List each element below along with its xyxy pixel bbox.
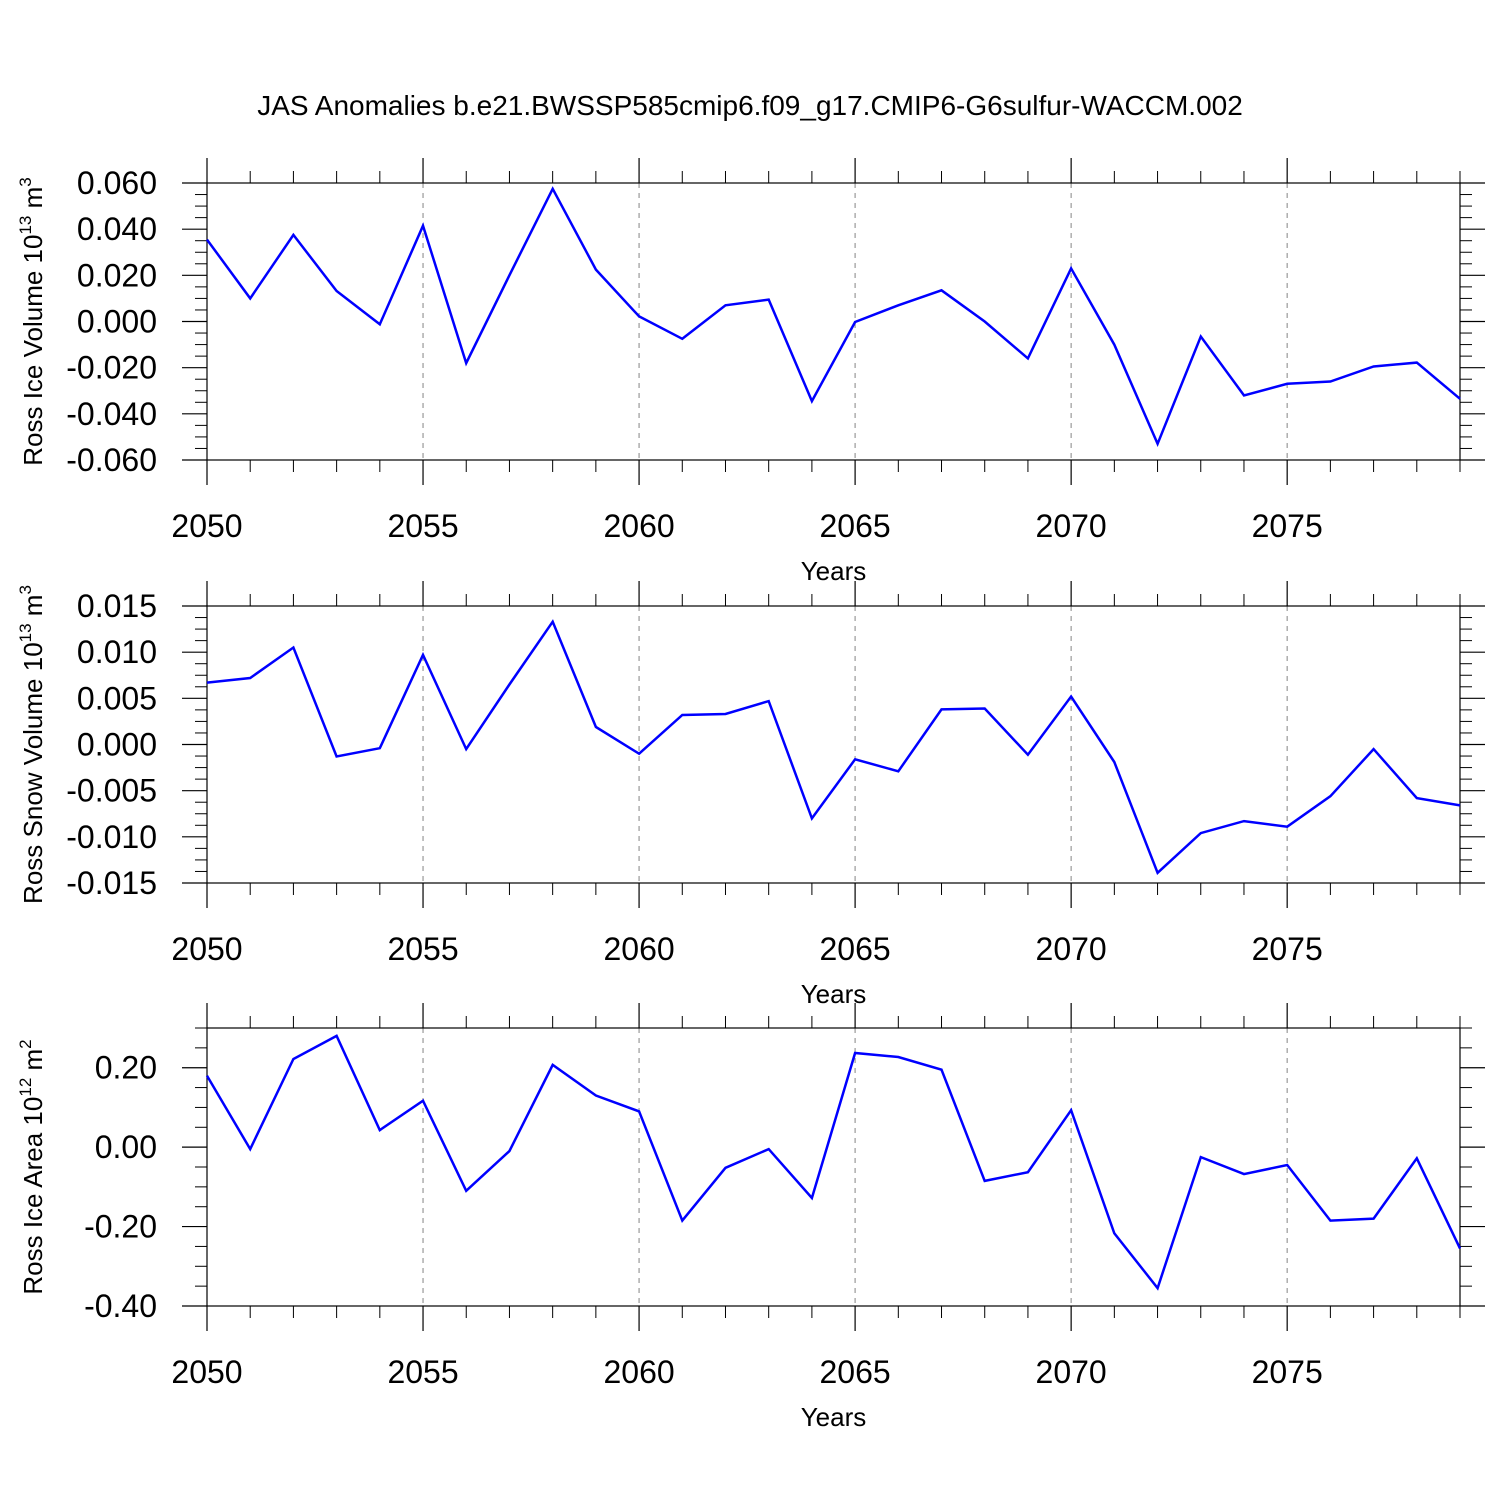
x-tick-label: 2050 <box>171 508 242 544</box>
x-tick-label: 2050 <box>171 931 242 967</box>
series-line <box>205 186 1461 448</box>
x-tick-label: 2070 <box>1036 508 1107 544</box>
y-tick-label: 0.015 <box>77 588 157 624</box>
y-tick-label: 0.20 <box>95 1050 157 1086</box>
x-tick-label: 2075 <box>1252 508 1323 544</box>
x-tick-label: 2065 <box>820 508 891 544</box>
panel-1: -0.060 -0.040 -0.020 0.000 0.020 0.040 0.060 20… <box>16 158 1485 586</box>
y-tick-label: -0.40 <box>84 1288 157 1324</box>
y-tick-label: 0.040 <box>77 211 157 247</box>
y-tick-label: 0.020 <box>77 257 157 293</box>
y-tick-label: -0.060 <box>66 442 157 478</box>
x-tick-label: 2055 <box>387 508 458 544</box>
y-axis-label: Ross Ice Area 1012 m2 <box>16 1039 48 1294</box>
x-tick-label: 2060 <box>603 1354 674 1390</box>
x-tick-label: 2060 <box>603 508 674 544</box>
plot-frame <box>206 605 1461 884</box>
x-tick-label: 2050 <box>171 1354 242 1390</box>
y-tick-label: -0.020 <box>66 350 157 386</box>
y-tick-label: -0.20 <box>84 1209 157 1245</box>
y-tick-label: -0.015 <box>66 865 157 901</box>
y-tick-label: 0.060 <box>77 165 157 201</box>
y-tick-label: 0.005 <box>77 680 157 716</box>
y-tick-label: -0.010 <box>66 819 157 855</box>
y-tick-label: -0.040 <box>66 396 157 432</box>
chart-title: JAS Anomalies b.e21.BWSSP585cmip6.f09_g1… <box>257 90 1243 121</box>
y-tick-label: 0.010 <box>77 634 157 670</box>
y-tick-label: 0.000 <box>77 727 157 763</box>
plot-frame <box>206 1027 1461 1307</box>
panel-2: -0.015 -0.010 -0.005 0.000 0.005 0.010 0.015 20… <box>16 581 1485 1009</box>
y-tick-label: 0.000 <box>77 304 157 340</box>
x-tick-label: 2075 <box>1252 1354 1323 1390</box>
x-axis-label: Years <box>801 556 867 586</box>
x-tick-label: 2060 <box>603 931 674 967</box>
x-tick-label: 2070 <box>1036 931 1107 967</box>
plot-frame <box>206 182 1461 461</box>
x-tick-label: 2070 <box>1036 1354 1107 1390</box>
x-axis-label: Years <box>801 1402 867 1432</box>
y-axis-label: Ross Snow Volume 1013 m3 <box>16 585 48 904</box>
x-tick-label: 2065 <box>820 1354 891 1390</box>
series-line <box>205 1034 1462 1291</box>
x-tick-label: 2055 <box>387 931 458 967</box>
y-tick-label: -0.005 <box>66 773 157 809</box>
y-axis-label: Ross Ice Volume 1013 m3 <box>16 177 48 466</box>
x-tick-label: 2065 <box>820 931 891 967</box>
y-tick-label: 0.00 <box>95 1129 157 1165</box>
series-line <box>206 619 1461 875</box>
x-tick-label: 2055 <box>387 1354 458 1390</box>
panel-3: -0.40 -0.20 0.00 0.20 2050 2055 2060 2065 2070 20… <box>16 1003 1485 1432</box>
x-tick-label: 2075 <box>1252 931 1323 967</box>
x-axis-label: Years <box>801 979 867 1009</box>
